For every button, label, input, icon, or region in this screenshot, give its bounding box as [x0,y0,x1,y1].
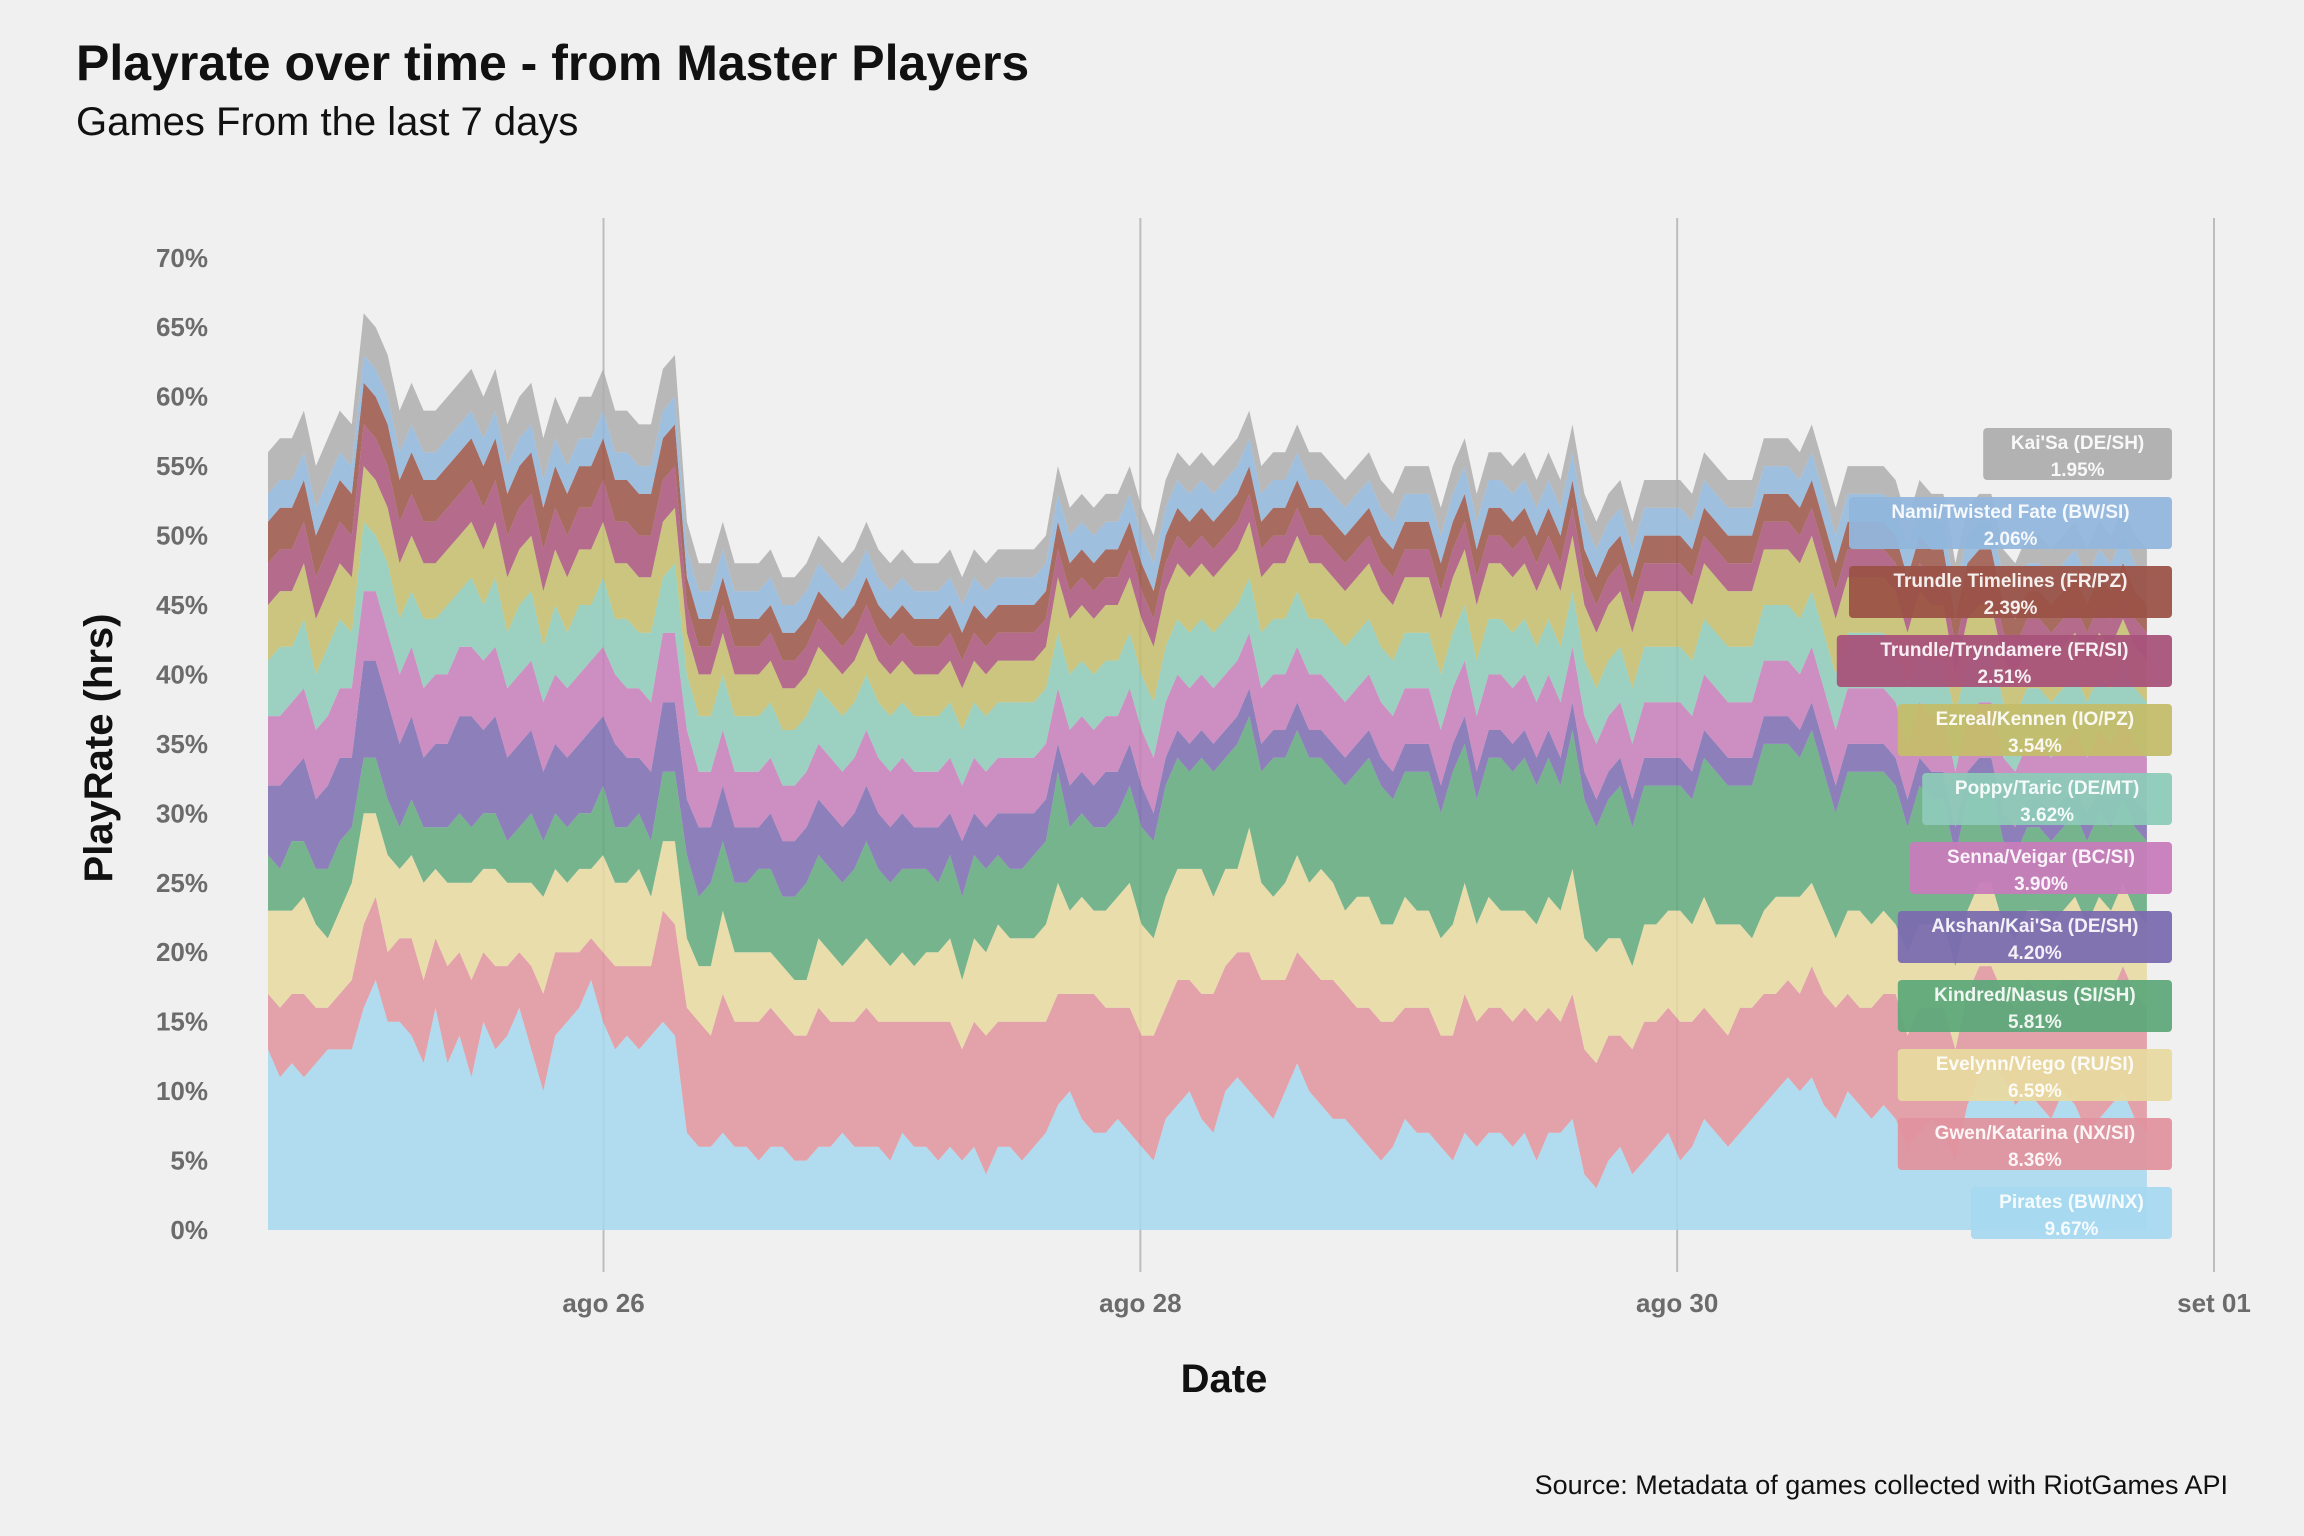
series-label-7: Ezreal/Kennen (IO/PZ) 3.54% [1897,704,2172,757]
area-series-9 [268,382,2147,661]
y-tick-label: 30% [156,798,208,828]
series-label-9: Trundle Timelines (FR/PZ) 2.39% [1849,566,2172,619]
area-series-5 [268,591,2147,842]
series-value: 3.90% [2014,874,2068,895]
series-value: 8.36% [2008,1150,2062,1171]
area-series-4 [268,660,2147,897]
y-tick-label: 20% [156,937,208,967]
series-name: Pirates (BW/NX) [1999,1192,2144,1213]
x-tick-label: set 01 [2177,1288,2251,1318]
series-label-3: Kindred/Nasus (SI/SH) 5.81% [1897,980,2172,1033]
series-name: Trundle/Tryndamere (FR/SI) [1880,640,2128,661]
y-tick-label: 65% [156,312,208,342]
area-series-6 [268,521,2147,786]
area-series-2 [268,813,2147,1064]
x-tick-label: ago 26 [562,1288,644,1318]
x-axis-title: Date [1181,1357,1268,1401]
series-label-10: Nami/Twisted Fate (BW/SI) 2.06% [1849,497,2172,550]
y-tick-label: 35% [156,729,208,759]
series-label-box [1897,980,2172,1032]
series-value: 3.54% [2008,736,2062,757]
axis-layer: ago 26 ago 28 ago 30 set 01 0% 5% 10% 15% 20% 25%… [156,243,2251,1318]
series-name: Gwen/Katarina (NX/SI) [1935,1123,2136,1144]
area-series-0 [268,980,2147,1230]
y-axis-title: PlayRate (hrs) [77,614,121,883]
series-label-1: Gwen/Katarina (NX/SI) 8.36% [1897,1118,2172,1171]
series-value: 6.59% [2008,1081,2062,1102]
area-series-1 [268,896,2147,1189]
series-label-box [1983,428,2172,480]
series-value: 2.39% [1984,598,2038,619]
series-name: Evelynn/Viego (RU/SI) [1936,1054,2134,1075]
series-name: Ezreal/Kennen (IO/PZ) [1936,709,2134,730]
series-label-box [1897,911,2172,963]
y-tick-label: 45% [156,590,208,620]
area-layer [268,313,2147,1230]
label-layer: Pirates (BW/NX) 9.67% Gwen/Katarina (NX/SI… [1836,428,2172,1240]
y-tick-label: 5% [170,1146,208,1176]
y-tick-label: 55% [156,451,208,481]
area-series-10 [268,355,2147,633]
series-name: Kai'Sa (DE/SH) [2011,433,2144,454]
y-tick-label: 40% [156,659,208,689]
series-name: Nami/Twisted Fate (BW/SI) [1891,502,2129,523]
y-tick-label: 0% [170,1215,208,1245]
y-tick-label: 25% [156,868,208,898]
series-value: 3.62% [2020,805,2074,826]
x-tick-label: ago 30 [1636,1288,1718,1318]
x-tick-label: ago 28 [1099,1288,1181,1318]
series-label-box [1922,773,2172,825]
chart-caption: Source: Metadata of games collected with… [1534,1470,2228,1500]
series-label-box [1897,1049,2172,1101]
series-name: Poppy/Taric (DE/MT) [1955,778,2139,799]
series-label-0: Pirates (BW/NX) 9.67% [1971,1187,2172,1240]
y-tick-label: 10% [156,1076,208,1106]
series-value: 4.20% [2008,943,2062,964]
series-label-box [1897,1118,2172,1170]
series-label-5: Senna/Veigar (BC/SI) 3.90% [1910,842,2172,895]
y-tick-label: 60% [156,382,208,412]
series-name: Senna/Veigar (BC/SI) [1947,847,2135,868]
chart-subtitle: Games From the last 7 days [76,100,579,144]
series-value: 1.95% [2051,460,2105,481]
series-name: Trundle Timelines (FR/PZ) [1893,571,2127,592]
area-series-8 [268,424,2147,689]
series-value: 2.51% [1977,667,2031,688]
series-label-box [1836,635,2172,687]
area-series-3 [268,716,2147,980]
series-label-box [1910,842,2172,894]
area-series-11 [268,313,2147,605]
series-label-4: Akshan/Kai'Sa (DE/SH) 4.20% [1897,911,2172,964]
chart-title: Playrate over time - from Master Players [76,35,1030,91]
series-value: 9.67% [2045,1219,2099,1240]
series-value: 5.81% [2008,1012,2062,1033]
y-tick-label: 15% [156,1007,208,1037]
series-label-box [1849,497,2172,549]
series-label-6: Poppy/Taric (DE/MT) 3.62% [1922,773,2172,826]
series-label-box [1971,1187,2172,1239]
area-series-7 [268,466,2147,730]
y-tick-label: 50% [156,521,208,551]
series-label-11: Kai'Sa (DE/SH) 1.95% [1983,428,2172,481]
series-label-box [1897,704,2172,756]
y-tick-label: 70% [156,243,208,273]
series-label-8: Trundle/Tryndamere (FR/SI) 2.51% [1836,635,2172,688]
series-name: Akshan/Kai'Sa (DE/SH) [1931,916,2138,937]
series-value: 2.06% [1984,529,2038,550]
series-label-box [1849,566,2172,618]
series-name: Kindred/Nasus (SI/SH) [1934,985,2136,1006]
series-label-2: Evelynn/Viego (RU/SI) 6.59% [1897,1049,2172,1102]
